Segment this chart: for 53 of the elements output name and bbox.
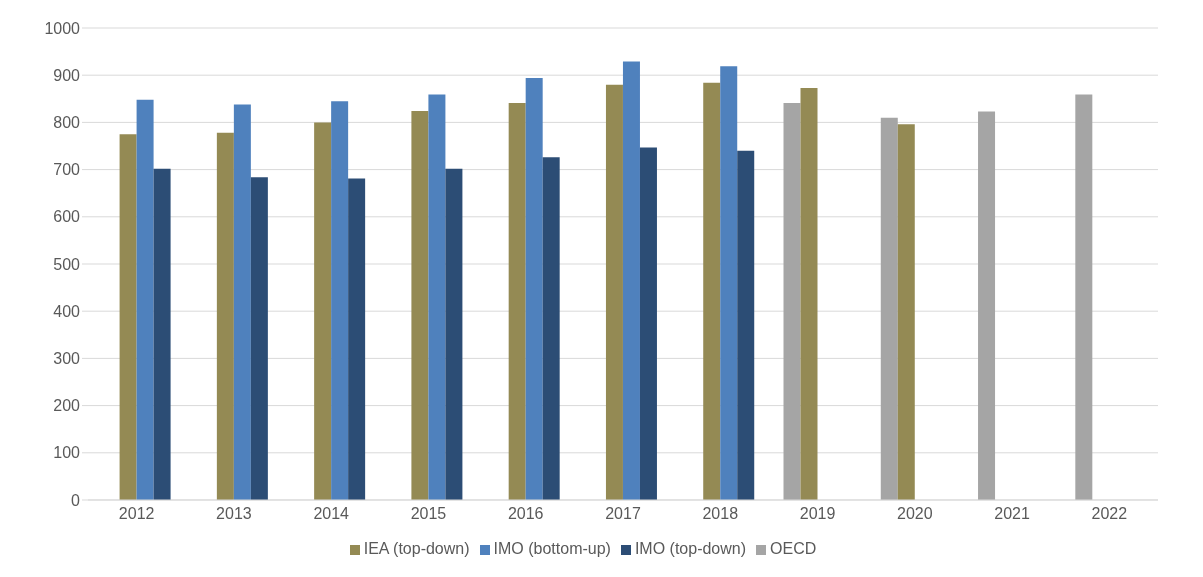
y-tick-label: 300 — [53, 350, 81, 368]
y-tick-label: 0 — [71, 491, 81, 509]
y-tick-label: 1000 — [44, 19, 81, 37]
bar — [542, 157, 560, 500]
y-tick-label: 500 — [53, 255, 81, 273]
y-tick-label: 800 — [53, 114, 81, 132]
bar — [703, 82, 721, 500]
legend-label: IMO (bottom-up) — [493, 540, 611, 557]
x-tick-label: 2018 — [702, 505, 739, 523]
bar — [720, 66, 738, 500]
bar — [978, 111, 996, 500]
bar — [605, 84, 623, 500]
x-tick-label: 2016 — [507, 505, 544, 523]
bar — [119, 134, 137, 500]
bar — [800, 87, 818, 500]
bar — [216, 132, 234, 500]
bar — [250, 177, 268, 500]
bar — [445, 168, 463, 500]
bar — [428, 94, 446, 500]
bar — [153, 168, 171, 500]
bar — [1075, 94, 1093, 500]
x-tick-label: 2015 — [410, 505, 447, 523]
bar — [348, 178, 366, 500]
bar — [233, 104, 251, 500]
x-tick-label: 2013 — [216, 505, 252, 523]
x-tick-label: 2022 — [1091, 505, 1128, 523]
y-tick-label: 900 — [53, 66, 81, 84]
x-tick-label: 2014 — [313, 505, 350, 523]
x-tick-label: 2012 — [118, 505, 155, 523]
x-tick-label: 2019 — [799, 505, 836, 523]
bar — [314, 122, 332, 500]
y-tick-label: 700 — [53, 161, 81, 179]
x-tick-label: 2020 — [897, 505, 933, 523]
bar — [639, 147, 657, 500]
bar — [783, 103, 801, 500]
y-tick-label: 100 — [53, 444, 81, 462]
legend-label: IMO (top-down) — [634, 540, 747, 557]
x-tick-label: 2017 — [605, 505, 641, 523]
bar — [508, 103, 526, 500]
bar — [622, 61, 640, 500]
bar — [525, 78, 543, 500]
bar — [331, 101, 349, 500]
y-tick-label: 200 — [53, 397, 81, 415]
x-tick-label: 2021 — [994, 505, 1030, 523]
bar — [411, 111, 429, 500]
legend-label: OECD — [770, 540, 817, 557]
legend-label: IEA (top-down) — [363, 540, 470, 557]
bar — [897, 124, 915, 500]
y-tick-label: 400 — [53, 302, 81, 320]
bar — [880, 117, 898, 500]
bar — [737, 150, 755, 500]
bar — [136, 99, 154, 500]
y-tick-label: 600 — [53, 208, 81, 226]
